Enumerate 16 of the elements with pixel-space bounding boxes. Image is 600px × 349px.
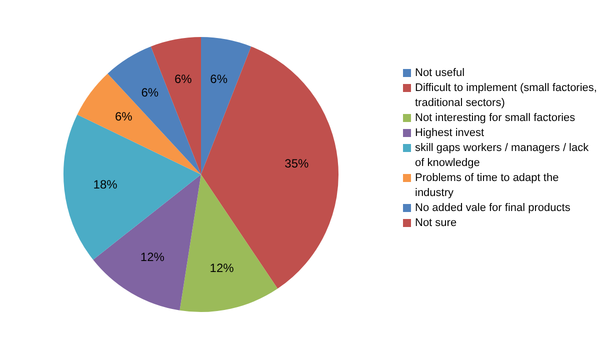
legend-label: Not sure xyxy=(415,216,457,231)
data-label: 6% xyxy=(210,72,228,86)
data-label: 35% xyxy=(284,156,310,170)
legend-label: skill gaps workers / managers / lack of knowledge xyxy=(415,141,590,171)
legend-label: No added vale for final products xyxy=(415,201,570,216)
legend-label: Difficult to implement (small factories, traditional sectors) xyxy=(415,81,598,111)
data-label: 18% xyxy=(93,177,118,192)
data-label: 6% xyxy=(114,110,133,124)
legend-label: Not interesting for small factories xyxy=(415,111,576,126)
data-label: 12% xyxy=(210,260,234,275)
legend-label: Not useful xyxy=(415,66,465,81)
legend-label: Problems of time to adapt the industry xyxy=(415,171,560,201)
data-label: 6% xyxy=(174,72,192,86)
data-label: 6% xyxy=(141,85,159,100)
data-label: 12% xyxy=(140,250,165,264)
legend-label: Highest invest xyxy=(415,126,484,141)
